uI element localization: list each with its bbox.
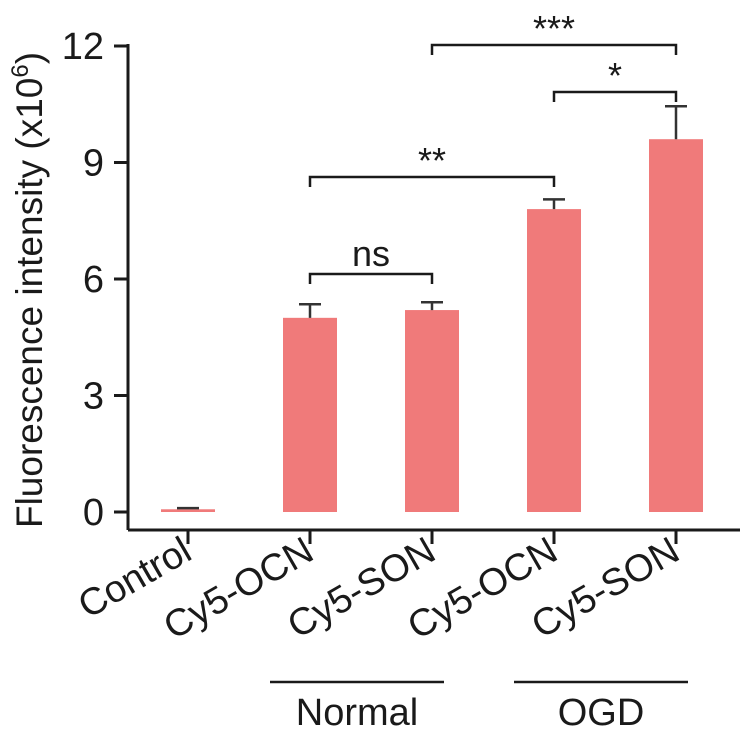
bar bbox=[161, 509, 215, 512]
y-tick-label: 12 bbox=[62, 26, 104, 68]
error-bar bbox=[543, 198, 565, 210]
error-bar bbox=[299, 302, 321, 318]
bar bbox=[405, 310, 459, 512]
significance-label: * bbox=[608, 55, 622, 96]
significance-bracket bbox=[552, 90, 678, 102]
y-tick-label: 0 bbox=[83, 492, 104, 534]
error-bar bbox=[665, 104, 687, 140]
significance-label: *** bbox=[533, 8, 575, 49]
significance-bracket bbox=[308, 272, 434, 284]
error-bar bbox=[421, 301, 443, 311]
significance-bracket bbox=[308, 175, 556, 187]
bar bbox=[283, 317, 337, 512]
bar bbox=[527, 209, 581, 512]
group-label: OGD bbox=[558, 692, 645, 734]
y-tick-label: 6 bbox=[83, 259, 104, 301]
y-tick-label: 9 bbox=[83, 143, 104, 185]
significance-bracket bbox=[430, 43, 678, 55]
y-tick-label: 3 bbox=[83, 376, 104, 418]
error-bar bbox=[177, 506, 199, 510]
significance-label: ns bbox=[352, 233, 390, 274]
significance-label: ** bbox=[418, 140, 446, 181]
bar bbox=[649, 139, 703, 512]
group-label: Normal bbox=[296, 692, 418, 734]
y-axis-label: Fluorescence intensity (x106) bbox=[7, 52, 50, 528]
